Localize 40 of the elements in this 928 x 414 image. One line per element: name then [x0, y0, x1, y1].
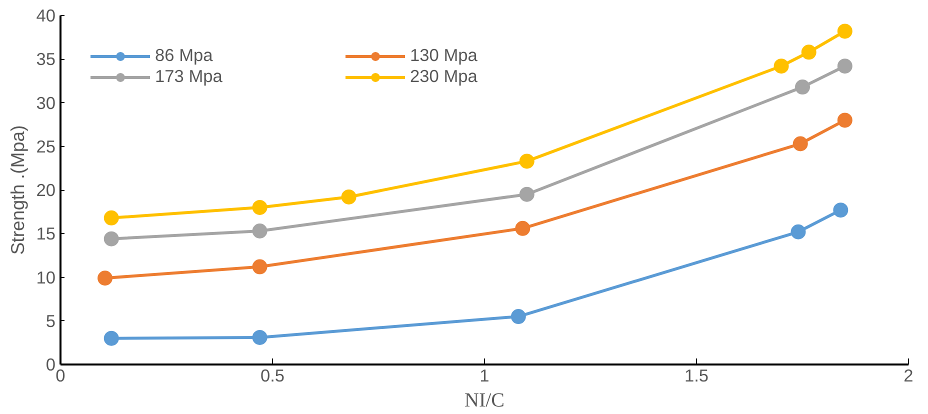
- point: [837, 58, 852, 74]
- x-tick-label: 0.5: [260, 366, 285, 386]
- point: [252, 224, 268, 238]
- y-tick-label: 25: [36, 136, 56, 156]
- y-tick-label: 5: [46, 310, 56, 331]
- point: [104, 330, 119, 346]
- point: [510, 309, 526, 324]
- point: [104, 231, 119, 246]
- point: [519, 186, 534, 202]
- x-axis-title: NI/C: [464, 390, 504, 412]
- point: [837, 24, 852, 39]
- point: [515, 220, 530, 236]
- y-tick-label: 40: [36, 6, 56, 26]
- x-tick-label: 1.5: [684, 366, 709, 386]
- point: [519, 154, 534, 169]
- y-tick-label: 35: [36, 49, 56, 70]
- legend-label: 173 Mpa: [155, 66, 224, 87]
- point: [833, 202, 848, 218]
- point: [252, 200, 268, 215]
- point: [774, 58, 789, 74]
- point: [104, 210, 119, 226]
- point: [792, 136, 808, 152]
- y-tick-label: 20: [36, 180, 56, 200]
- point: [801, 44, 816, 60]
- legend-label: 130 Mpa: [410, 45, 478, 66]
- legend-label: 86 Mpa: [155, 45, 214, 66]
- x-tick-label: 2: [904, 366, 914, 386]
- point: [252, 330, 268, 345]
- point: [341, 189, 356, 204]
- point: [837, 112, 852, 128]
- point: [795, 80, 810, 95]
- y-tick-label: 15: [36, 224, 56, 244]
- point: [252, 259, 268, 274]
- y-tick-label: 30: [36, 92, 56, 113]
- y-tick-label: 10: [36, 267, 56, 288]
- legend-label: 230 Mpa: [410, 66, 478, 87]
- y-axis-title: Strength .(Mpa): [7, 125, 28, 255]
- x-tick-label: 1: [480, 366, 490, 386]
- point: [790, 224, 806, 240]
- point: [98, 270, 113, 286]
